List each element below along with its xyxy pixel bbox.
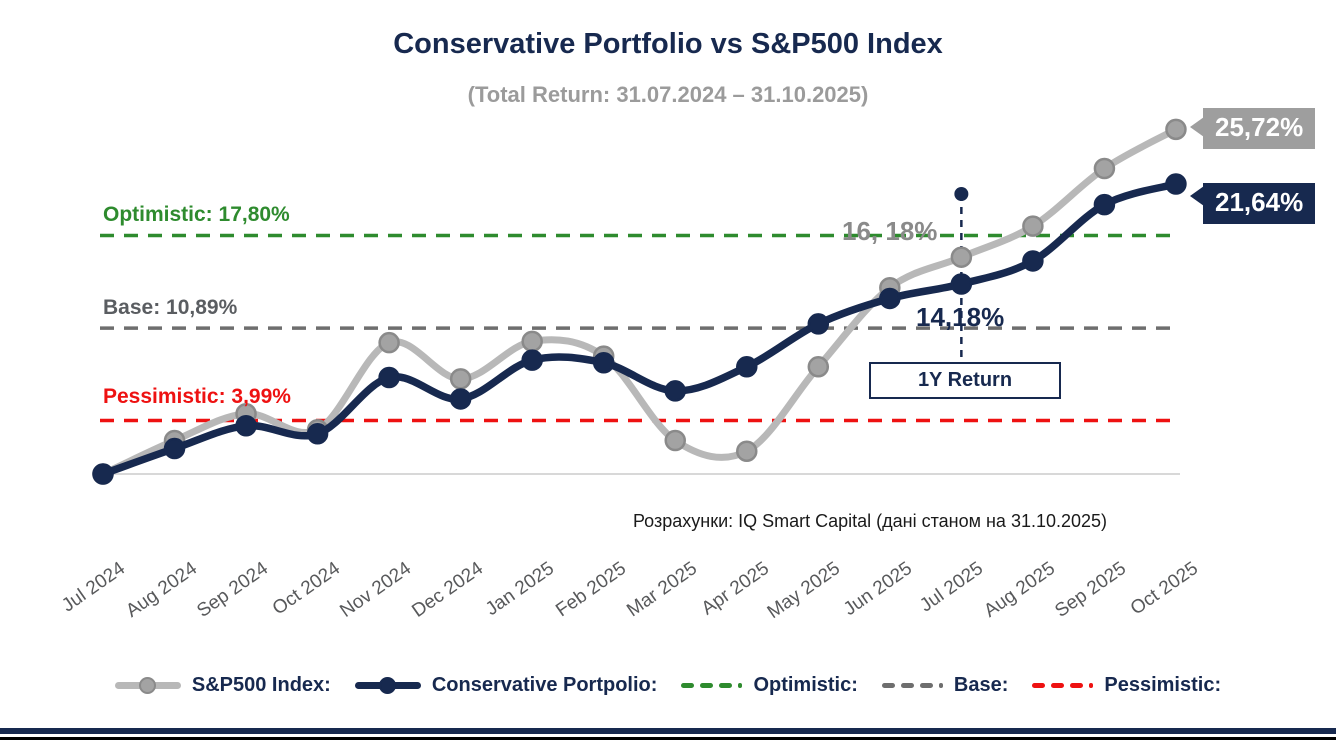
portfolio-1y-return-value: 14,18% <box>916 302 1005 332</box>
footer-rule-black <box>0 737 1336 740</box>
s-p500-index-point <box>736 440 758 462</box>
conservative-portfolio-point <box>592 352 615 374</box>
legend-dashes-icon <box>681 682 743 688</box>
conservative-portfolio-point <box>807 313 830 335</box>
chart-subtitle: (Total Return: 31.07.2024 – 31.10.2025) <box>467 82 869 107</box>
legend-item-label: Optimistic: <box>753 673 858 696</box>
s-p500-index-point <box>1022 215 1044 237</box>
conservative-portfolio-point <box>235 415 257 437</box>
conservative-portfolio-point <box>163 437 186 460</box>
legend-item: Base: <box>881 673 1009 697</box>
conservative-portfolio-point <box>306 423 329 445</box>
legend-item-label: Conservative Portpolio: <box>431 673 658 696</box>
conservative-portfolio-point <box>378 366 400 389</box>
conservative-portfolio-point <box>664 380 686 402</box>
legend-item: Pessimistic: <box>1032 674 1221 697</box>
one-year-line-top-dot <box>954 187 969 201</box>
legend-item-label: Base: <box>953 673 1009 696</box>
pessimistic-line-label: Pessimistic: 3,99% <box>103 385 291 408</box>
conservative-portfolio-point <box>1093 193 1116 216</box>
optimistic-line-label: Optimistic: 17,80% <box>103 203 290 226</box>
conservative-portfolio-point <box>1165 173 1187 195</box>
s-p500-index-point <box>664 429 686 452</box>
s-p500-index-line <box>99 125 1180 478</box>
legend-line-dot-icon <box>378 676 396 694</box>
legend-line-icon <box>114 676 181 694</box>
legend-item-label: Pessimistic: <box>1104 673 1222 696</box>
conservative-portfolio-point <box>1022 250 1044 272</box>
legend-dashes-icon <box>881 682 943 688</box>
conservative-portfolio-line <box>99 180 1180 478</box>
s-p500-index-point <box>1165 118 1187 141</box>
conservative-portfolio-point <box>736 356 758 378</box>
legend-item: S&P500 Index: <box>114 673 331 697</box>
legend-item-label: S&P500 Index: <box>191 673 331 696</box>
conservative-portfolio-point <box>879 287 901 310</box>
s-p500-index-point <box>950 246 973 268</box>
conservative-portfolio-point <box>950 273 973 295</box>
s-p500-index-point <box>521 330 543 353</box>
legend-line-icon <box>354 676 421 694</box>
s-p500-index-point <box>807 356 830 378</box>
chart-title: Conservative Portfolio vs S&P500 Index <box>393 28 943 60</box>
sp500-1y-return-value: 16, 18% <box>842 216 938 246</box>
legend-dashes-icon <box>1032 682 1094 688</box>
legend-line-dot-icon <box>138 676 156 694</box>
conservative-portfolio-point <box>521 349 543 371</box>
s-p500-index-point <box>449 368 472 390</box>
conservative-portfolio-point <box>449 388 472 410</box>
one-year-return-callout-box: 1Y Return <box>869 362 1061 399</box>
sp500-final-value-badge: 25,72% <box>1189 108 1316 149</box>
footer-rule-navy <box>0 728 1336 734</box>
legend-item: Optimistic: <box>681 673 858 697</box>
portfolio-final-value-badge: 21,64% <box>1189 183 1316 224</box>
s-p500-index-point <box>378 331 400 354</box>
base-line-label: Base: 10,89% <box>103 296 238 319</box>
chart-legend: S&P500 Index: Conservative Portpolio: Opti… <box>0 666 1336 704</box>
source-attribution: Розрахунки: IQ Smart Capital (дані стано… <box>632 511 1108 531</box>
conservative-portfolio-point <box>92 463 114 485</box>
s-p500-index-point <box>1093 157 1116 180</box>
legend-item: Conservative Portpolio: <box>354 673 658 697</box>
